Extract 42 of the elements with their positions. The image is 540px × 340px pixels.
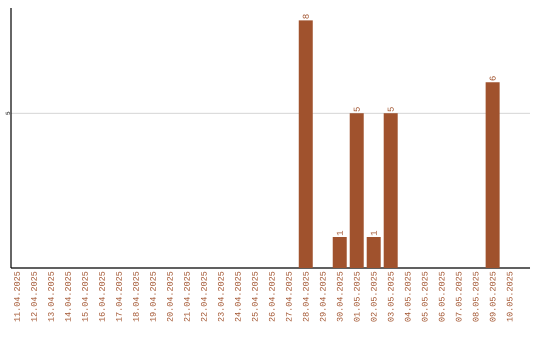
x-tick-label: 14.04.2025 [65, 272, 71, 322]
bar [332, 237, 347, 268]
x-tick-label: 15.04.2025 [82, 272, 88, 322]
x-tick-label: 28.04.2025 [302, 272, 309, 322]
data-label: 1 [370, 230, 377, 236]
x-tick-label: 29.04.2025 [320, 272, 326, 322]
x-tick-label: 25.04.2025 [252, 272, 258, 322]
x-tick-label: 09.05.2025 [490, 272, 496, 322]
x-tick-label: 22.04.2025 [200, 272, 207, 322]
x-tick-label: 11.04.2025 [14, 272, 20, 322]
x-tick-label: 12.04.2025 [31, 272, 37, 322]
bar [486, 82, 500, 268]
data-label: 5 [388, 107, 394, 112]
data-label: 5 [354, 107, 360, 112]
x-tick-label: 04.05.2025 [404, 272, 411, 322]
x-tick-label: 18.04.2025 [132, 272, 139, 322]
x-tick-label: 05.05.2025 [422, 272, 428, 322]
data-label: 8 [302, 14, 309, 19]
data-label: 1 [336, 230, 343, 236]
x-tick-label: 16.04.2025 [99, 272, 105, 322]
x-tick-label: 30.04.2025 [336, 272, 343, 322]
x-tick-label: 21.04.2025 [184, 272, 190, 322]
bar [350, 113, 364, 268]
x-tick-label: 20.04.2025 [166, 272, 173, 322]
x-tick-label: 19.04.2025 [150, 272, 156, 322]
x-tick-label: 02.05.2025 [370, 272, 377, 322]
x-tick-label: 26.04.2025 [268, 272, 275, 322]
x-tick-label: 03.05.2025 [388, 272, 394, 322]
x-tick-label: 13.04.2025 [48, 272, 54, 322]
bar [366, 237, 381, 268]
x-tick-label: 07.05.2025 [456, 272, 462, 322]
x-tick-label: 06.05.2025 [438, 272, 445, 322]
x-tick-label: 17.04.2025 [116, 272, 122, 322]
x-tick-label: 08.05.2025 [472, 272, 479, 322]
bar [298, 20, 313, 268]
x-tick-label: 10.05.2025 [506, 272, 512, 322]
x-tick-label: 24.04.2025 [234, 272, 241, 322]
x-tick-label: 23.04.2025 [218, 272, 224, 322]
data-label: 6 [490, 76, 496, 80]
x-tick-label: 27.04.2025 [286, 272, 292, 322]
bar [384, 113, 398, 268]
x-tick-label: 01.05.2025 [354, 272, 360, 322]
